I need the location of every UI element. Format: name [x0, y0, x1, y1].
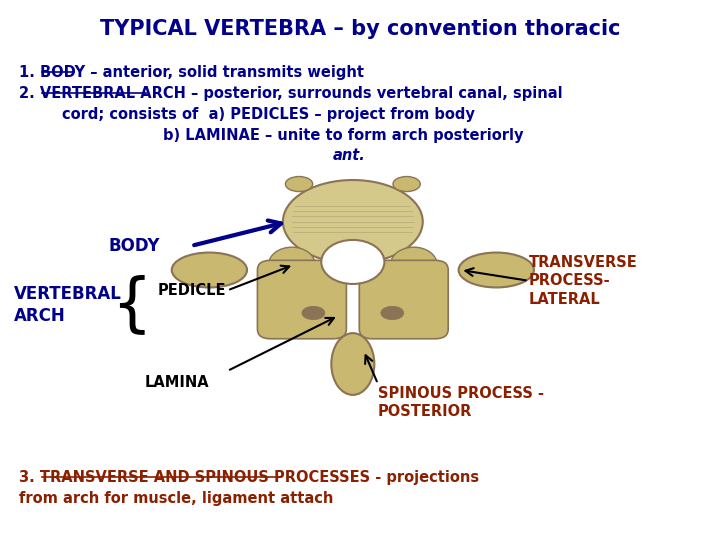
Text: 1. BODY – anterior, solid transmits weight: 1. BODY – anterior, solid transmits weig…	[19, 65, 364, 80]
Text: 3. TRANSVERSE AND SPINOUS PROCESSES - projections: 3. TRANSVERSE AND SPINOUS PROCESSES - pr…	[19, 470, 480, 485]
Text: VERTEBRAL
ARCH: VERTEBRAL ARCH	[14, 285, 122, 325]
Ellipse shape	[381, 306, 404, 320]
Text: {: {	[111, 274, 152, 336]
Ellipse shape	[269, 247, 315, 282]
Text: ant.: ant.	[333, 147, 366, 163]
Ellipse shape	[283, 180, 423, 264]
Text: TRANSVERSE
PROCESS-
LATERAL: TRANSVERSE PROCESS- LATERAL	[528, 255, 637, 307]
Text: PEDICLE: PEDICLE	[158, 283, 226, 298]
Ellipse shape	[331, 333, 374, 395]
Text: b) LAMINAE – unite to form arch posteriorly: b) LAMINAE – unite to form arch posterio…	[163, 127, 523, 143]
Text: cord; consists of  a) PEDICLES – project from body: cord; consists of a) PEDICLES – project …	[63, 107, 475, 122]
Ellipse shape	[172, 253, 247, 287]
Ellipse shape	[393, 177, 420, 192]
Ellipse shape	[390, 247, 437, 282]
Text: 2. VERTEBRAL ARCH – posterior, surrounds vertebral canal, spinal: 2. VERTEBRAL ARCH – posterior, surrounds…	[19, 86, 563, 101]
Ellipse shape	[321, 240, 384, 284]
Ellipse shape	[285, 177, 312, 192]
Text: from arch for muscle, ligament attach: from arch for muscle, ligament attach	[19, 491, 333, 507]
Ellipse shape	[459, 253, 534, 287]
Ellipse shape	[302, 306, 325, 320]
Text: TYPICAL VERTEBRA – by convention thoracic: TYPICAL VERTEBRA – by convention thoraci…	[100, 18, 620, 38]
Text: SPINOUS PROCESS -
POSTERIOR: SPINOUS PROCESS - POSTERIOR	[378, 386, 544, 419]
Text: LAMINA: LAMINA	[145, 375, 210, 390]
FancyBboxPatch shape	[258, 260, 346, 339]
Text: BODY: BODY	[109, 237, 161, 255]
FancyBboxPatch shape	[359, 260, 449, 339]
